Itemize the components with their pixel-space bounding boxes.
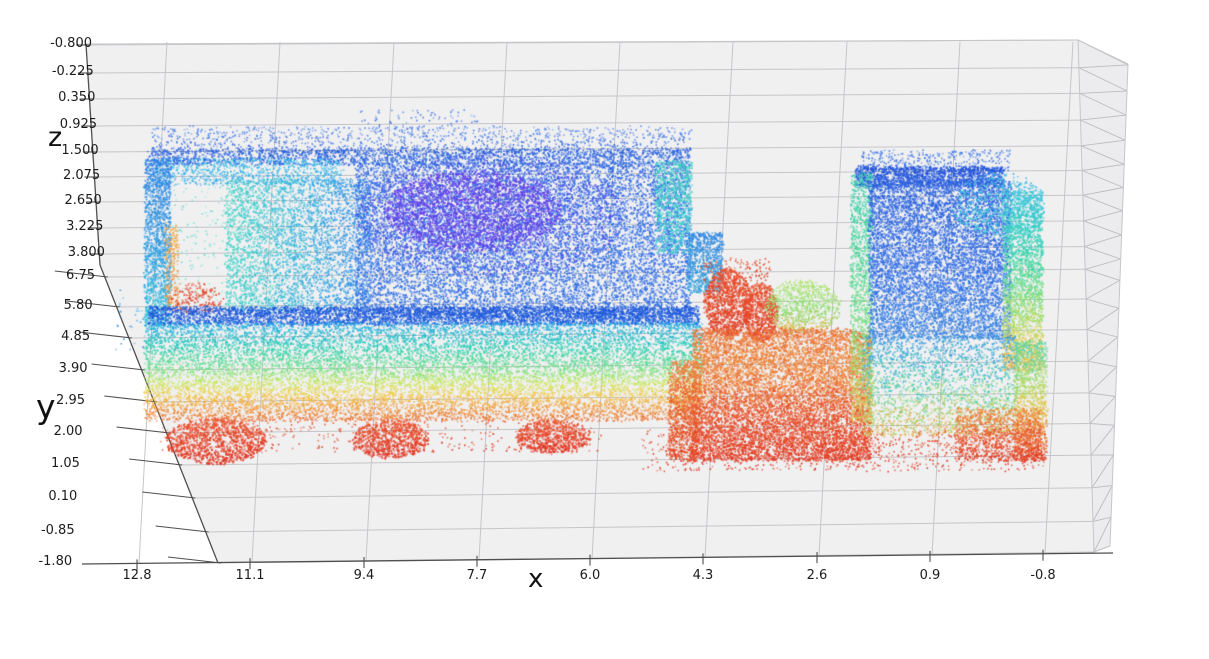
z-tick-label: -0.800 bbox=[50, 36, 92, 51]
y-tick-label: 3.90 bbox=[58, 361, 88, 376]
z-tick-label: 0.350 bbox=[58, 90, 96, 105]
y-tick-label: 1.05 bbox=[51, 456, 80, 471]
x-tick-label: 2.6 bbox=[806, 568, 828, 583]
z-tick-label: 3.225 bbox=[66, 219, 104, 234]
y-tick-label: 2.95 bbox=[56, 393, 85, 408]
z-tick-label: 2.650 bbox=[64, 193, 102, 208]
y-tick-label: 5.80 bbox=[63, 298, 93, 313]
x-tick-label: -0.8 bbox=[1030, 568, 1056, 583]
z-tick-label: 3.800 bbox=[67, 245, 105, 260]
z-axis-label: z bbox=[48, 122, 63, 153]
z-tick-label: 2.075 bbox=[62, 168, 101, 183]
y-tick-label: 6.75 bbox=[66, 268, 95, 283]
x-tick-label: 6.0 bbox=[579, 568, 601, 583]
y-tick-label: 4.85 bbox=[61, 329, 91, 344]
z-tick-label: 0.925 bbox=[59, 117, 98, 132]
x-tick-label: 7.7 bbox=[466, 568, 488, 583]
x-tick-label: 4.3 bbox=[692, 568, 714, 583]
z-tick-label: 1.500 bbox=[61, 143, 99, 158]
x-tick-label: 12.8 bbox=[122, 568, 152, 583]
y-tick-label: -0.85 bbox=[40, 523, 75, 538]
x-tick-label: 9.4 bbox=[353, 568, 375, 583]
y-tick-label: 2.00 bbox=[53, 424, 83, 439]
y-tick-label: 0.10 bbox=[48, 489, 78, 504]
y-axis-label: y bbox=[36, 387, 56, 426]
z-tick-label: -0.225 bbox=[51, 64, 94, 79]
y-tick-label: -1.80 bbox=[38, 554, 73, 569]
x-axis-label: x bbox=[528, 564, 544, 594]
x-tick-label: 0.9 bbox=[919, 568, 941, 583]
x-tick-label: 11.1 bbox=[235, 568, 265, 583]
